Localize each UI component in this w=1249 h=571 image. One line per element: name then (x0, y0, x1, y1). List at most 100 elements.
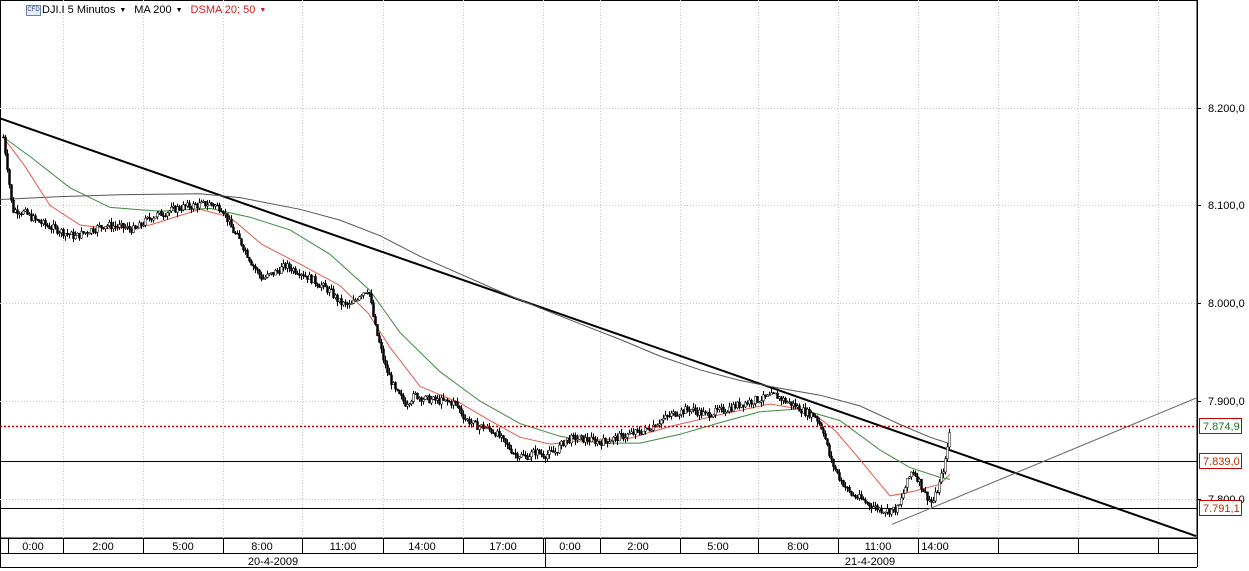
candle-body (638, 430, 641, 434)
candle-body (392, 382, 395, 385)
candle-body (684, 406, 687, 414)
candle-body (474, 420, 477, 423)
candle-body (376, 324, 379, 336)
candle-body (184, 204, 187, 207)
candle-body (42, 220, 45, 224)
level-badge: 7.839,0 (1203, 456, 1240, 468)
candle-body (402, 395, 405, 402)
candle-body (374, 316, 377, 325)
candle-body (536, 449, 539, 456)
ma-200-line (0, 193, 949, 444)
candle-body (70, 231, 73, 235)
candle-body (34, 215, 37, 220)
candle-body (406, 404, 409, 407)
dsma-indicator-selector[interactable]: DSMA 20; 50 ▼ (191, 4, 267, 16)
candle-body (246, 249, 249, 258)
last-price-badge: 7.874,9 (1203, 421, 1240, 433)
candle-body (776, 392, 779, 399)
candle-body (726, 411, 729, 413)
candle-body (736, 401, 739, 409)
candle-body (526, 455, 529, 460)
candle-body (280, 266, 283, 274)
candle-body (252, 264, 255, 267)
candle-body (316, 283, 319, 287)
candle-body (78, 232, 81, 239)
candle-body (388, 372, 391, 376)
candle-body (782, 398, 785, 401)
candle-body (178, 206, 181, 210)
candle-body (190, 207, 193, 210)
candle-body (880, 507, 883, 513)
candle-body (272, 272, 275, 276)
ma-indicator-selector[interactable]: MA 200 ▼ (134, 4, 182, 16)
candle-body (764, 394, 767, 397)
candle-body (408, 403, 411, 406)
candle-body (378, 335, 381, 343)
candle-body (6, 153, 9, 170)
candle-body (322, 283, 325, 286)
candle-body (438, 398, 441, 405)
candle-body (326, 286, 329, 293)
candle-body (458, 405, 461, 410)
candle-body (646, 427, 649, 430)
candle-body (16, 209, 19, 215)
candle-body (840, 479, 843, 482)
candle-body (158, 210, 161, 214)
candle-body (848, 487, 851, 492)
candle-body (938, 481, 941, 493)
candle-body (830, 455, 833, 460)
candle-body (566, 438, 569, 441)
candle-body (570, 435, 573, 444)
candle-body (436, 398, 439, 401)
candle-body (600, 442, 603, 446)
candle-body (276, 270, 279, 272)
candle-body (936, 491, 939, 494)
candle-body (154, 216, 157, 219)
candle-body (172, 205, 175, 208)
candle-body (668, 415, 671, 418)
candle-body (878, 507, 881, 511)
candle-body (586, 437, 589, 442)
candle-body (58, 232, 61, 234)
candle-body (492, 432, 495, 434)
candle-body (748, 400, 751, 405)
candle-body (926, 491, 929, 501)
candle-body (866, 502, 869, 504)
candle-body (738, 401, 741, 408)
candle-body (126, 226, 129, 228)
candle-body (882, 512, 885, 514)
x-tick-label: 8:00 (251, 541, 272, 553)
candle-body (332, 288, 335, 298)
candle-body (114, 225, 117, 228)
candle-body (76, 232, 79, 236)
candle-body (796, 405, 799, 408)
candle-body (916, 475, 919, 482)
candle-body (740, 404, 743, 408)
y-tick-label: 7.900,0 (1208, 396, 1245, 408)
candle-body (624, 437, 627, 440)
candle-body (708, 412, 711, 418)
level-badge-box (1199, 453, 1242, 469)
candle-body (4, 136, 7, 154)
candle-body (574, 435, 577, 441)
candle-body (864, 499, 867, 503)
candle-body (636, 429, 639, 432)
candle-body (788, 401, 791, 403)
symbol-selector[interactable]: CFD DJI.I 5 Minutos ▼ (26, 4, 126, 16)
candle-body (688, 409, 691, 412)
candle-body (148, 216, 151, 219)
candle-body (230, 219, 233, 228)
candle-body (514, 452, 517, 455)
candle-body (112, 225, 115, 229)
chart-toolbar: CFD DJI.I 5 Minutos ▼ MA 200 ▼ DSMA 20; … (26, 3, 274, 17)
candle-body (330, 288, 333, 291)
chevron-down-icon: ▼ (119, 6, 127, 14)
candle-body (150, 218, 153, 221)
candle-body (140, 222, 143, 226)
candle-body (262, 278, 265, 280)
candle-body (902, 493, 905, 499)
candle-body (922, 488, 925, 492)
candle-body (310, 274, 313, 284)
candle-body (468, 418, 471, 425)
x-tick-label: 5:00 (707, 541, 728, 553)
